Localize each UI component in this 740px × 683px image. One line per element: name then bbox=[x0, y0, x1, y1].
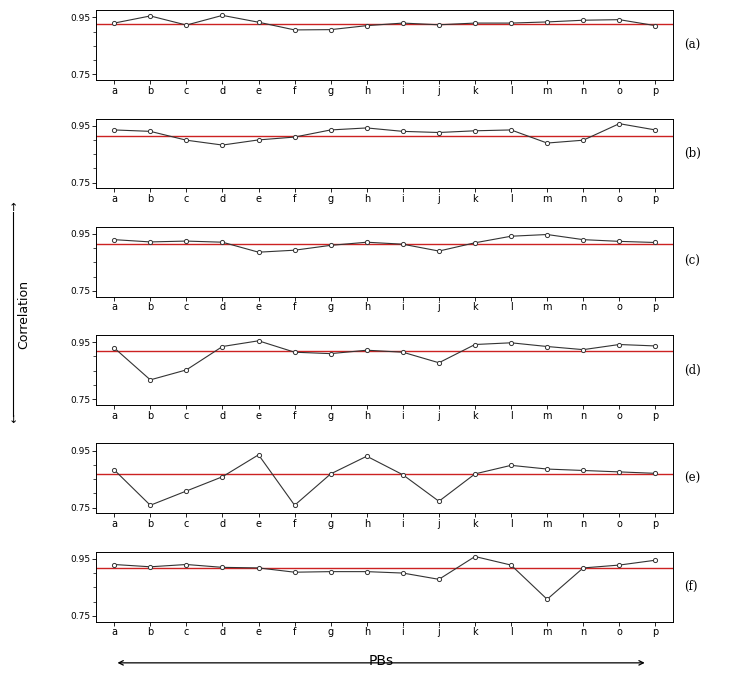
Text: (a): (a) bbox=[684, 39, 700, 52]
Text: (c): (c) bbox=[684, 255, 699, 268]
Text: (e): (e) bbox=[684, 472, 700, 485]
Text: PBs: PBs bbox=[369, 654, 394, 668]
Text: (d): (d) bbox=[684, 363, 701, 376]
Text: ↓: ↓ bbox=[9, 415, 18, 425]
Text: (f): (f) bbox=[684, 580, 697, 593]
Text: Correlation: Correlation bbox=[17, 279, 30, 349]
Text: ↑: ↑ bbox=[9, 204, 18, 213]
Text: (b): (b) bbox=[684, 147, 701, 160]
